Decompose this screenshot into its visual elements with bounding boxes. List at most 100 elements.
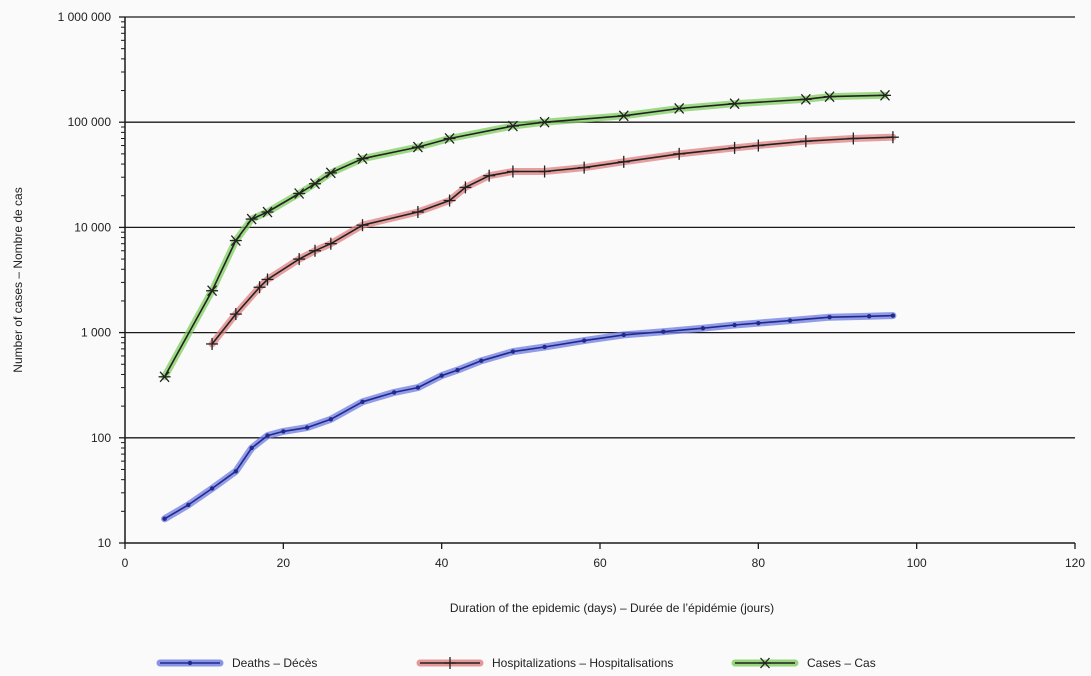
point-stroke: [294, 188, 305, 199]
point-stroke: [357, 153, 368, 165]
data-point: [886, 131, 899, 144]
point-stroke: [262, 206, 273, 218]
data-point: [617, 110, 630, 122]
legend-item-2: Cases – Cas: [731, 656, 876, 670]
data-point: [206, 337, 219, 350]
data-point: [229, 235, 242, 246]
point-stroke: [507, 120, 518, 132]
data-point: [309, 244, 321, 257]
data-point: [827, 315, 832, 320]
data-point: [253, 281, 266, 294]
data-point: [444, 657, 456, 669]
series-highlight: [208, 133, 897, 348]
plot-area: [158, 89, 899, 523]
y-axis-title: Number of cases – Nombre de cas: [11, 187, 25, 372]
data-point: [728, 98, 741, 110]
data-point: [700, 326, 706, 331]
point-stroke: [159, 371, 170, 383]
data-point: [356, 153, 369, 165]
y-tick-label: 10 000: [74, 220, 111, 234]
data-point: [823, 91, 836, 103]
data-point: [581, 338, 587, 343]
data-point: [752, 139, 765, 152]
point-stroke: [412, 141, 423, 153]
data-point: [187, 660, 193, 666]
data-point: [233, 469, 239, 474]
data-point: [443, 133, 456, 144]
point-stroke: [880, 89, 890, 101]
data-point: [411, 141, 424, 153]
y-tick-label: 10: [98, 536, 112, 550]
data-point: [360, 399, 365, 404]
data-point: [787, 318, 793, 323]
data-point: [391, 390, 397, 395]
data-point: [759, 657, 771, 669]
point-stroke: [729, 98, 740, 110]
legend-item-1: Hospitalizations – Hospitalisations: [416, 656, 673, 670]
point-stroke: [674, 103, 685, 114]
data-point: [411, 206, 424, 219]
legend-label: Cases – Cas: [807, 656, 876, 670]
data-point: [158, 371, 171, 383]
data-point: [756, 320, 761, 326]
data-point: [261, 206, 274, 218]
point-stroke: [824, 91, 835, 103]
data-point: [538, 116, 551, 128]
x-tick-label: 80: [752, 556, 766, 570]
data-point: [542, 344, 547, 350]
data-point: [459, 181, 472, 194]
point-stroke: [230, 235, 241, 246]
data-point: [245, 213, 258, 225]
point-stroke: [207, 285, 218, 297]
data-point: [890, 313, 896, 318]
data-point: [578, 161, 591, 174]
data-point: [799, 93, 812, 105]
point-stroke: [618, 110, 629, 122]
data-point: [324, 167, 337, 179]
y-tick-label: 100: [91, 431, 111, 445]
data-point: [479, 358, 484, 363]
data-point: [538, 165, 551, 178]
data-point: [328, 417, 334, 422]
data-point: [293, 253, 306, 266]
data-point: [455, 367, 460, 373]
x-tick-label: 40: [435, 556, 449, 570]
x-tick-label: 20: [277, 556, 291, 570]
data-point: [324, 237, 337, 250]
series-highlight: [161, 312, 897, 523]
data-point: [293, 188, 306, 199]
data-point: [879, 89, 891, 101]
data-point: [866, 314, 872, 319]
data-point: [249, 445, 254, 451]
point-stroke: [539, 116, 550, 128]
legend-label: Hospitalizations – Hospitalisations: [492, 656, 673, 670]
point-stroke: [246, 213, 257, 225]
data-point: [439, 373, 444, 378]
point-stroke: [760, 657, 770, 669]
data-point: [229, 308, 242, 321]
grid: [125, 16, 1075, 439]
data-point: [621, 332, 626, 338]
point-stroke: [310, 178, 320, 190]
legend-item-0: Deaths – Décès: [156, 656, 317, 670]
legend: Deaths – Décès Hospitalizations – Hospita…: [156, 656, 876, 670]
series-0: [161, 312, 897, 523]
data-point: [186, 502, 191, 508]
x-axis-title: Duration of the epidemic (days) – Durée …: [450, 601, 774, 615]
legend-label: Deaths – Décès: [232, 656, 317, 670]
data-point: [847, 132, 860, 145]
data-point: [261, 273, 274, 286]
series-1: [206, 131, 899, 350]
data-point: [304, 425, 310, 430]
data-point: [510, 349, 516, 354]
point-stroke: [325, 167, 336, 179]
data-point: [356, 219, 369, 232]
data-point: [728, 141, 741, 154]
x-tick-label: 100: [907, 556, 927, 570]
data-point: [673, 147, 686, 160]
point-stroke: [800, 93, 811, 105]
series-line: [163, 94, 886, 378]
data-point: [483, 169, 496, 182]
data-point: [206, 285, 219, 297]
